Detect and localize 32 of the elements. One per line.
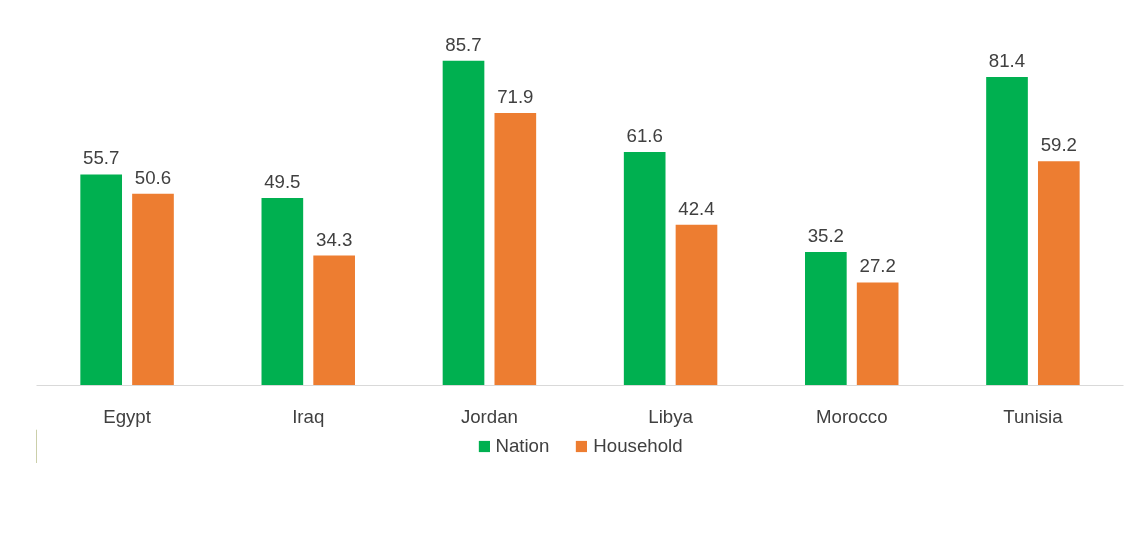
bar <box>132 193 174 386</box>
bar <box>805 252 847 386</box>
x-tick-label: Morocco <box>815 405 888 427</box>
legend-label: Nation <box>495 435 550 457</box>
bar <box>313 255 355 386</box>
data-label: 81.4 <box>988 50 1026 72</box>
x-tick-label: Libya <box>648 405 694 427</box>
bar <box>1037 161 1080 386</box>
data-label: 71.9 <box>497 86 534 108</box>
bar <box>261 197 304 386</box>
data-label: 35.2 <box>807 225 844 247</box>
data-label: 85.7 <box>445 33 482 55</box>
data-label: 34.3 <box>316 228 353 250</box>
x-tick-label: Egypt <box>103 405 152 427</box>
data-label: 42.4 <box>678 197 715 219</box>
x-tick-label: Iraq <box>292 405 325 427</box>
x-tick-label: Jordan <box>460 405 518 427</box>
data-label: 59.2 <box>1040 134 1077 156</box>
bar <box>986 77 1028 386</box>
bar <box>80 174 123 386</box>
bar <box>856 282 899 386</box>
x-tick-label: Tunisia <box>1003 405 1064 427</box>
bar <box>623 152 666 386</box>
data-label: 55.7 <box>83 147 120 169</box>
data-label: 50.6 <box>134 166 172 188</box>
data-label: 61.6 <box>626 125 663 147</box>
bar <box>675 224 718 386</box>
data-label: 27.2 <box>859 255 896 277</box>
bar <box>442 60 485 386</box>
data-label: 49.5 <box>264 170 301 192</box>
bar <box>494 113 537 386</box>
legend-label: Household <box>593 435 683 457</box>
